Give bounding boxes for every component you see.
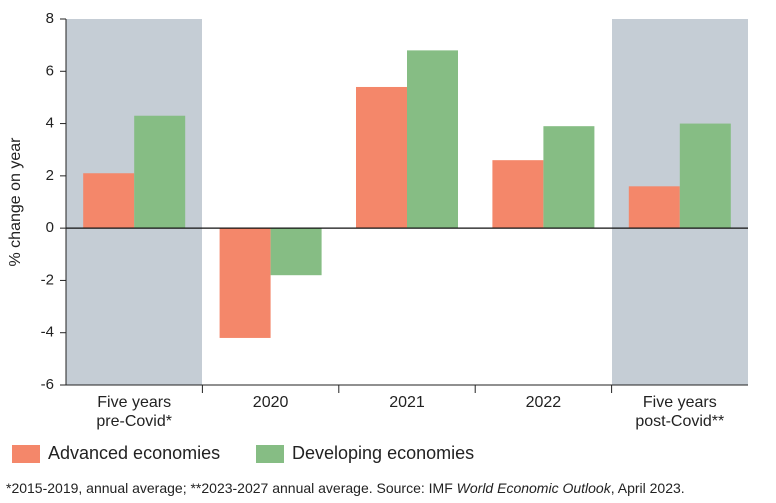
footnote-italic: World Economic Outlook — [456, 480, 611, 496]
y-tick-label: 2 — [46, 167, 54, 184]
legend-label: Advanced economies — [48, 443, 221, 463]
legend-swatch — [12, 445, 40, 463]
x-tick-label: Five years post-Covid** — [635, 394, 725, 430]
bar — [543, 126, 595, 229]
bar — [134, 115, 186, 229]
bar — [270, 228, 322, 276]
footnote: *2015-2019, annual average; **2023-2027 … — [6, 480, 685, 496]
y-tick-label: -2 — [41, 271, 54, 288]
y-tick-label: -4 — [41, 324, 54, 341]
x-tick-label: Five years pre-Covid* — [96, 394, 172, 430]
bar — [356, 86, 407, 229]
y-axis-label: % change on year — [7, 137, 24, 267]
bar — [628, 186, 680, 229]
y-tick-label: 4 — [46, 115, 54, 132]
x-tick-label: 2022 — [525, 394, 562, 411]
x-tick-label: 2021 — [389, 394, 425, 411]
legend-label: Developing economies — [292, 443, 475, 463]
y-tick-label: -6 — [41, 376, 54, 393]
bar — [219, 228, 271, 338]
bar — [83, 173, 135, 229]
bar — [679, 123, 731, 229]
legend-swatch — [256, 445, 284, 463]
bar — [407, 50, 458, 229]
y-tick-label: 8 — [46, 10, 54, 27]
footnote-text: *2015-2019, annual average; **2023-2027 … — [6, 480, 457, 496]
y-tick-label: 0 — [46, 219, 54, 236]
x-tick-label: 2020 — [252, 394, 289, 411]
bar — [492, 160, 544, 229]
footnote-text: , April 2023. — [610, 480, 685, 496]
y-tick-label: 6 — [46, 62, 54, 79]
